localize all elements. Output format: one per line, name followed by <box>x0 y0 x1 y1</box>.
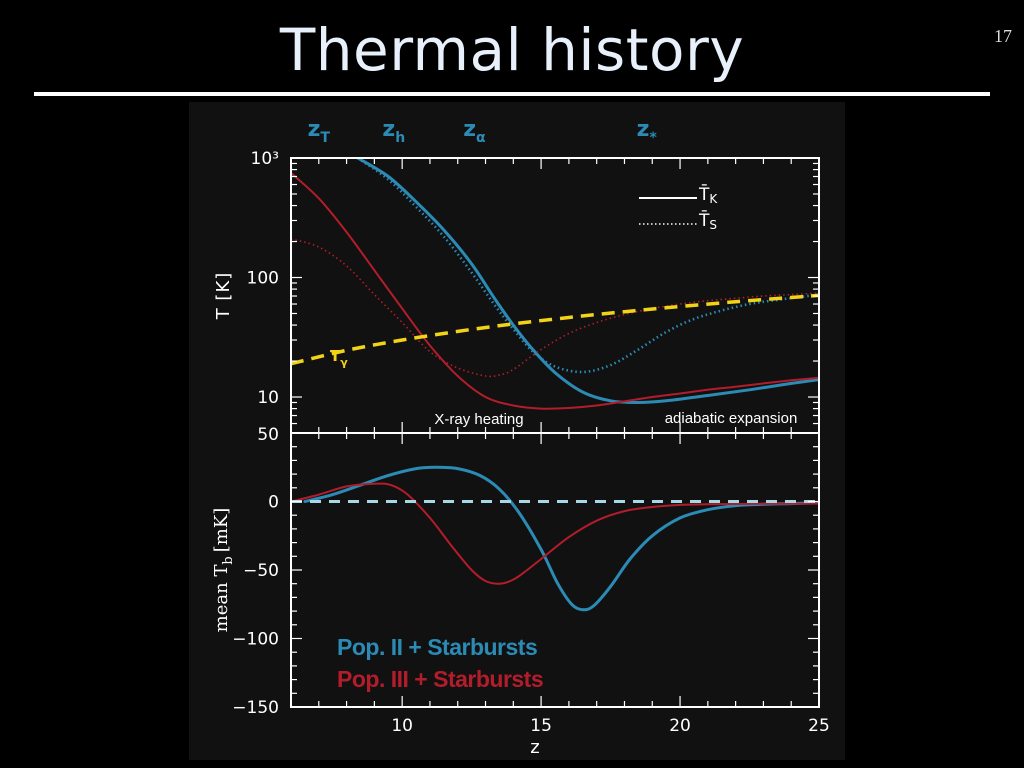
top-marker-letter: z <box>463 117 476 142</box>
x-axis-label: z <box>530 737 539 758</box>
top-y-tick-label: 10³ <box>251 149 279 169</box>
legend-label-dotted: T̄S <box>698 209 717 232</box>
top-series-pop3-TS <box>291 238 819 378</box>
top-marker-sub: T <box>320 130 330 146</box>
top-marker-letter: z <box>382 117 395 142</box>
top-marker-0: zT <box>308 117 331 146</box>
top-y-tick-label: 100 <box>247 269 279 289</box>
annotation-t-gamma: Tγ <box>330 347 348 369</box>
annotation-xray-heating: X-ray heating <box>434 411 523 428</box>
top-series-T-gamma <box>291 293 819 366</box>
top-series-pop2-TK <box>356 158 819 404</box>
x-tick-label: 15 <box>530 716 552 736</box>
top-marker-3: z* <box>637 117 658 146</box>
tick-marks <box>290 157 820 708</box>
legend-label-main: T̄ <box>698 209 710 231</box>
top-marker-letter: z <box>308 117 321 142</box>
legend-label-sub: S <box>709 218 717 232</box>
top-marker-sub: * <box>649 130 657 146</box>
annotation-t-gamma-sub: γ <box>340 356 348 369</box>
legend-label-sub: K <box>709 192 718 206</box>
bottom-y-tick-label: 0 <box>268 493 279 513</box>
bottom-y-label-sub: b <box>221 556 236 564</box>
x-tick-label: 25 <box>808 716 830 736</box>
bottom-series-pop3-Tb <box>291 482 819 585</box>
bottom-y-axis-label: mean Tb [mK] <box>211 508 236 633</box>
top-series-pop3-TK <box>291 171 819 410</box>
top-marker-2: zα <box>463 117 486 146</box>
top-series-pop2-TS <box>356 158 819 374</box>
bottom-y-tick-label: −150 <box>232 698 279 718</box>
slide-number: 17 <box>994 26 1012 46</box>
annotation-t-gamma-main: T <box>330 347 341 365</box>
top-marker-sub: α <box>476 130 486 146</box>
annotation-adiabatic-expansion: adiabatic expansion <box>665 410 798 427</box>
thermal-history-figure: 10³ 100 10 50 0 −50 −100 −150 10 15 20 25 z T [K] mean… <box>189 102 845 760</box>
bottom-series-pop2-Tb <box>303 465 819 612</box>
top-marker-letter: z <box>637 117 650 142</box>
slide-title: Thermal history <box>279 16 745 84</box>
bottom-y-tick-label: −100 <box>232 630 279 650</box>
bottom-y-tick-label: −50 <box>243 561 279 581</box>
x-tick-label: 10 <box>391 716 413 736</box>
top-y-axis-label: T [K] <box>213 272 234 321</box>
bottom-legend-pop3: Pop. III + Starbursts <box>337 666 543 692</box>
title-divider <box>34 92 990 96</box>
top-marker-sub: h <box>395 130 405 146</box>
top-y-tick-label: 10 <box>257 388 279 408</box>
bottom-y-label-unit: [mK] <box>211 508 232 553</box>
bottom-y-tick-label: 50 <box>257 425 279 445</box>
x-tick-label: 20 <box>669 716 691 736</box>
top-marker-1: zh <box>382 117 405 146</box>
thermal-history-chart: 10³ 100 10 50 0 −50 −100 −150 10 15 20 25 z T [K] mean… <box>211 117 830 758</box>
legend-label-main: T̄ <box>698 183 710 205</box>
legend-label-solid: T̄K <box>698 183 718 206</box>
bottom-legend-pop2: Pop. II + Starbursts <box>337 634 537 660</box>
bottom-y-label-main: mean T <box>211 565 232 633</box>
